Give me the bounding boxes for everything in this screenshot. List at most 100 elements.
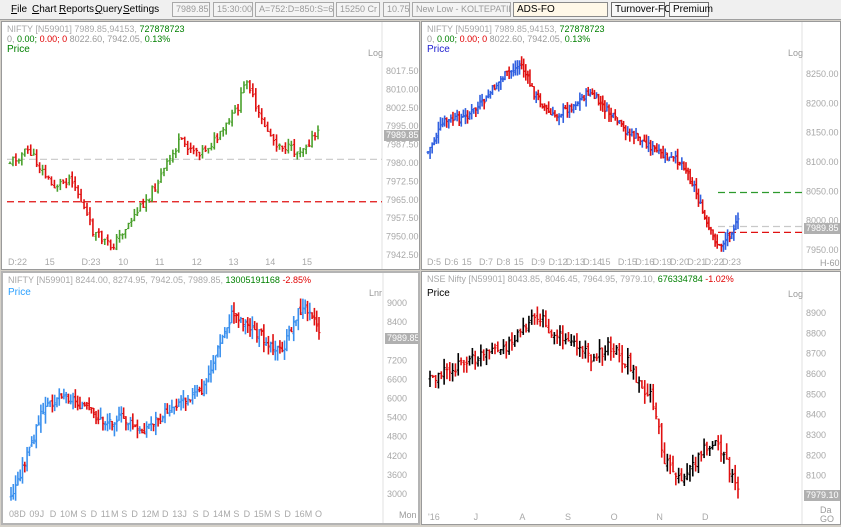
ohlc-bar (168, 154, 172, 165)
ohlc-bar (634, 366, 638, 383)
ohlc-bar (713, 233, 717, 247)
ohlc-bar (732, 224, 736, 241)
ohlc-bar (266, 335, 270, 355)
x-tick-label: 15 (462, 257, 472, 267)
ohlc-bar (214, 355, 218, 371)
segment-selector[interactable]: ADS-FO (513, 2, 608, 17)
menu-query[interactable]: Query (95, 4, 123, 15)
chart-panel-bottom-right[interactable]: 8900880087008600850084008300820081008000… (421, 271, 841, 525)
ohlc-bar (609, 107, 613, 122)
ohlc-bar (496, 341, 500, 353)
ohlc-bar (646, 383, 650, 397)
menu-settings[interactable]: Settings (123, 4, 160, 15)
ohlc-bar (708, 445, 712, 456)
series-label: Price (427, 288, 450, 299)
x-tick-label: M (152, 509, 160, 519)
x-tick-label: O (315, 509, 322, 519)
ohlc-bar (456, 353, 460, 376)
ohlc-bar (445, 363, 449, 380)
interval-label[interactable]: Mon (399, 510, 417, 520)
ohlc-bar (470, 103, 474, 120)
y-tick-label: 7965.00 (386, 195, 419, 205)
x-tick-label: D:23 (82, 257, 101, 267)
last-price-tag: 7979.10 (804, 490, 840, 501)
ohlc-bar (215, 133, 219, 144)
x-tick-label: D (244, 509, 251, 519)
menu-chart[interactable]: Chart (32, 4, 57, 15)
go-label[interactable]: GO (820, 514, 835, 524)
ohlc-bar (239, 87, 243, 113)
ohlc-bar (730, 232, 734, 240)
x-tick-label: D:22 (8, 257, 27, 267)
ohlc-bar (257, 329, 261, 348)
ohlc-bar (734, 215, 738, 231)
ohlc-bar (558, 325, 562, 346)
ohlc-bar (530, 309, 534, 325)
turnover-fo-button[interactable]: Turnover-FO (611, 2, 672, 17)
scale-type[interactable]: Log (788, 289, 804, 299)
ohlc-bar (526, 70, 530, 84)
ohlc-bar (304, 144, 308, 155)
symbol-info: NIFTY [N59901] 8244.00, 8274.95, 7942.05… (8, 275, 223, 285)
price-chart[interactable]: 9000840078007200660060005400480042003600… (3, 273, 418, 523)
ohlc-bar (141, 198, 145, 208)
ohlc-bar (601, 95, 605, 112)
ohlc-bar (634, 127, 638, 139)
ohlc-bar (276, 345, 280, 361)
price-chart[interactable]: 8900880087008600850084008300820081008000… (422, 272, 841, 525)
menu-file[interactable]: File (11, 4, 28, 15)
scale-type[interactable]: Log (368, 48, 384, 58)
ohlc-bar (17, 158, 21, 164)
ohlc-bar (504, 341, 508, 359)
scale-type[interactable]: Log (788, 48, 804, 58)
ohlc-bar (32, 148, 36, 156)
ohlc-bar (561, 325, 565, 350)
ohlc-bar (26, 145, 30, 154)
ohlc-bar (676, 148, 680, 170)
chart-panel-top-right[interactable]: 8250.00 8200.00 8150.00 8100.00 8050.00 8000.… (421, 21, 841, 270)
ohlc-bar (57, 388, 61, 406)
price-chart[interactable]: 8250.00 8200.00 8150.00 8100.00 8050.00 8000.… (422, 22, 841, 270)
ohlc-bar (18, 469, 22, 482)
x-tick-label: '16 (428, 512, 440, 522)
ohlc-bar (103, 421, 107, 431)
price-chart[interactable]: 8017.50 8010.00 8002.50 7995.00 7987.50 7980.… (2, 22, 420, 270)
ohlc-bar (209, 360, 213, 383)
ohlc-bar (578, 340, 582, 357)
ohlc-bar (218, 334, 222, 358)
series-label: Price (427, 44, 450, 55)
ohlc-bar (442, 358, 446, 385)
ohlc-bar (23, 461, 27, 473)
ohlc-bar (177, 133, 181, 153)
ohlc-bar (493, 343, 497, 355)
ohlc-bar (725, 443, 729, 460)
chart-panel-bottom-left[interactable]: 9000840078007200660060005400480042003600… (1, 271, 420, 525)
premium-button[interactable]: Premium (669, 2, 713, 17)
ohlc-bar (534, 91, 538, 104)
ohlc-bar (680, 157, 684, 170)
ohlc-bar (126, 222, 130, 230)
interval-label[interactable]: H-60 (820, 258, 840, 268)
ohlc-bar (578, 92, 582, 111)
interval-label[interactable]: Da (820, 505, 832, 515)
ohlc-bar (485, 348, 489, 366)
ohlc-bar (262, 324, 266, 353)
ohlc-bar (140, 428, 144, 434)
ohlc-bar (436, 372, 440, 389)
ohlc-bar (88, 207, 92, 226)
y-tick-label: 9000 (387, 298, 407, 308)
chart-panel-top-left[interactable]: 8017.50 8010.00 8002.50 7995.00 7987.50 7980.… (1, 21, 420, 270)
x-tick-label: 14 (213, 509, 223, 519)
menu-reports[interactable]: Reports (59, 4, 95, 15)
x-tick-label: 11 (101, 509, 110, 519)
volume-value: 676334784 (657, 274, 703, 284)
ohlc-bar (484, 95, 488, 102)
ohlc-bar (69, 394, 73, 405)
ohlc-bar (501, 339, 505, 355)
ohlc-bar (538, 93, 542, 108)
y-tick-label: 7995.00 (386, 121, 419, 131)
scale-type[interactable]: Lnr (369, 288, 383, 298)
ohlc-bar (651, 140, 655, 156)
ohlc-bar (631, 364, 635, 380)
ohlc-bar (527, 315, 531, 333)
